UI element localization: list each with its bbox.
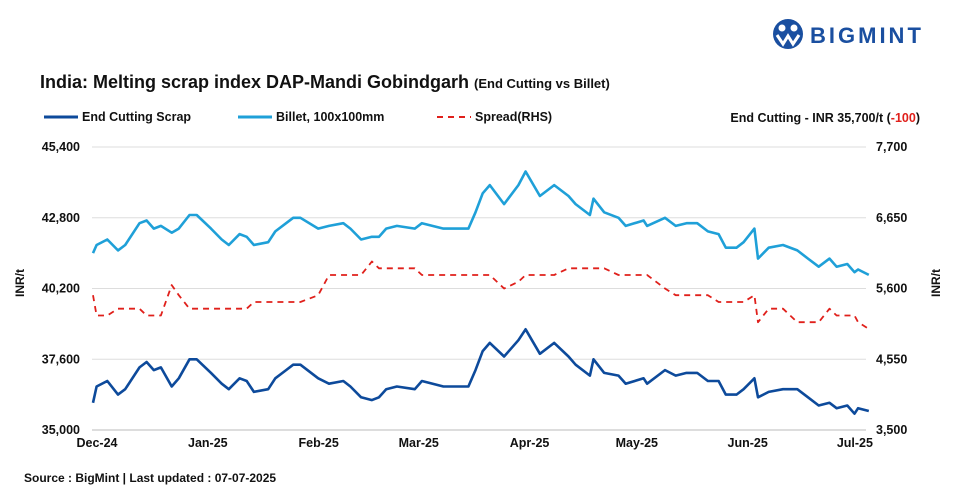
y2-tick-label: 4,550 [876,352,907,366]
x-tick-label: Feb-25 [299,436,339,450]
x-tick-label: Mar-25 [399,436,439,450]
price-note: End Cutting - INR 35,700/t (-100) [730,111,920,125]
y2-tick-label: 5,600 [876,282,907,296]
bigmint-logo: BIGMINT [773,19,924,49]
y2-tick-label: 7,700 [876,140,907,154]
legend-label: End Cutting Scrap [82,110,191,124]
legend-label: Billet, 100x100mm [276,110,384,124]
y2-tick-label: 6,650 [876,211,907,225]
legend: End Cutting Scrap Billet, 100x100mm Spread… [44,110,552,124]
y-tick-label: 42,800 [42,211,80,225]
series-line-spread [92,260,870,330]
x-tick-label: Jan-25 [188,436,228,450]
y-tick-label: 37,600 [42,352,80,366]
x-tick-label: Apr-25 [510,436,550,450]
x-tick-label: Jul-25 [837,436,873,450]
source-note: Source : BigMint | Last updated : 07-07-… [24,471,276,485]
series-lines [91,170,870,416]
chart-subtitle: (End Cutting vs Billet) [474,76,610,91]
series-line-end-cutting-scrap [91,327,870,416]
y-tick-label: 40,200 [42,282,80,296]
y-tick-label: 45,400 [42,140,80,154]
x-tick-label: May-25 [616,436,658,450]
price-change: -100 [891,111,916,125]
legend-label: Spread(RHS) [475,110,552,124]
series-line-billet [91,170,870,277]
y-axis-title: INR/t [13,269,27,297]
y2-tick-label: 3,500 [876,423,907,437]
y-tick-label: 35,000 [42,423,80,437]
x-tick-label: Dec-24 [77,436,118,450]
x-tick-label: Jun-25 [728,436,768,450]
axes: 35,000 3,500 37,600 4,550 40,200 5,600 42,800 6… [42,140,908,450]
y2-axis-title: INR/t [929,269,943,297]
chart-title: India: Melting scrap index DAP-Mandi Gob… [40,72,610,92]
logo-text: BIGMINT [810,23,924,48]
gridlines [92,146,866,431]
